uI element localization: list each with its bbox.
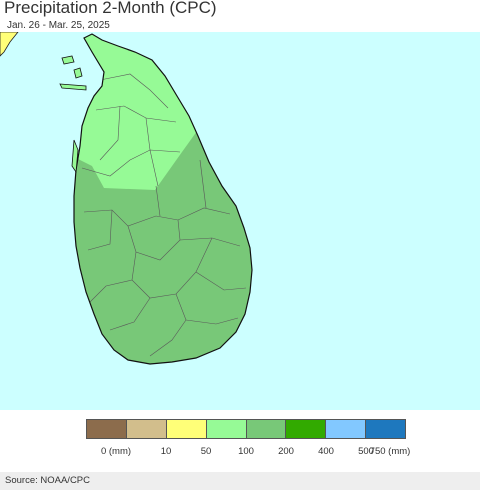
legend-label: 750 (mm) [369,446,411,457]
source-credit: Source: NOAA/CPC [5,475,90,486]
legend-swatch [326,420,367,438]
india-coast [0,32,19,57]
legend-label: 100 [238,446,254,457]
legend-labels: 0 (mm) 10 50 100 200 400 500 750 (mm) [0,446,480,460]
legend-label: 400 [318,446,334,457]
map-title: Precipitation 2-Month (CPC) [4,0,217,17]
legend-swatch [246,420,287,438]
legend-swatch [126,420,167,438]
legend-label: 50 [200,446,212,457]
legend-swatch [366,420,405,438]
island-north [61,55,75,65]
legend-label: 0 (mm) [100,446,132,457]
precipitation-map [0,32,480,410]
district-boundaries [81,73,247,357]
date-range-subtitle: Jan. 26 - Mar. 25, 2025 [7,20,110,31]
footer-bar: Source: NOAA/CPC [0,472,480,490]
legend-swatch [286,420,327,438]
mannar-island [59,83,87,91]
legend-label: 200 [278,446,294,457]
legend-swatch [87,420,127,438]
precipitation-legend [86,419,406,439]
legend-label: 500 [358,446,374,457]
legend-swatch [206,420,247,438]
island-west [73,67,83,79]
kalpitiya-spit [71,139,79,174]
legend-label: 10 [160,446,172,457]
legend-swatch [166,420,207,438]
